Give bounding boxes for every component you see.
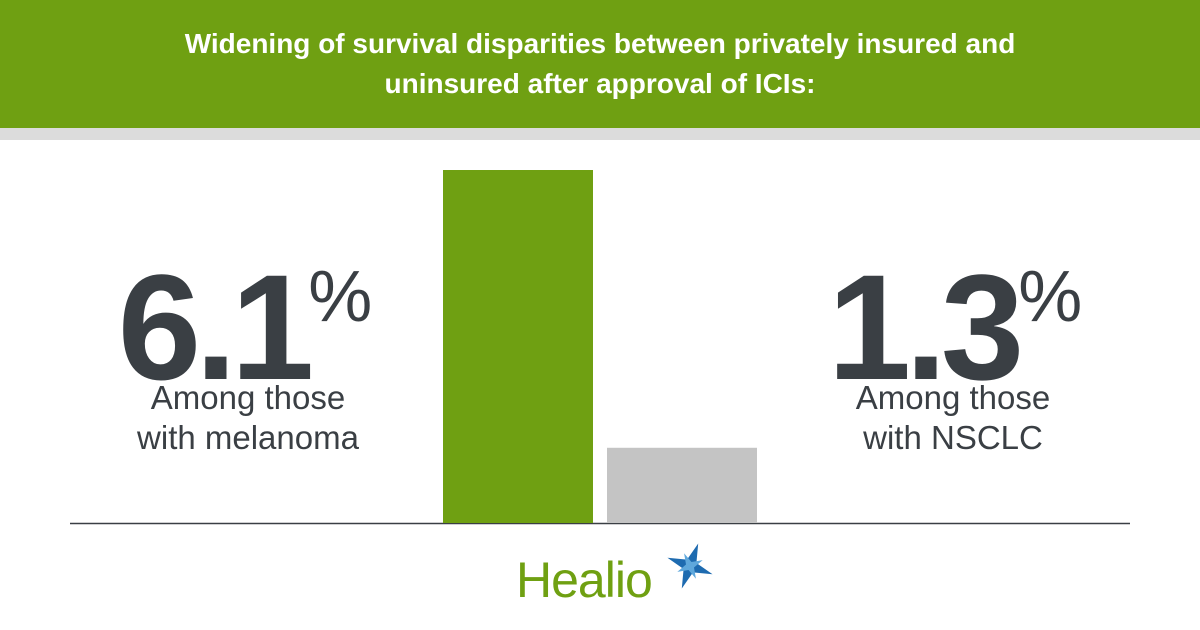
header-strip [0,128,1200,140]
value-unit: % [1018,257,1083,337]
value-number: 1.3 [827,243,1025,411]
bar [607,447,757,523]
chart-title: Widening of survival disparities between… [184,28,1016,99]
header-band [0,0,1200,128]
logo-star [667,543,713,589]
bar [443,170,593,523]
value-number: 6.1 [117,243,315,411]
logo-text: Healio [516,552,653,608]
value-label: 6.1% [65,222,425,402]
value-label: 1.3% [775,222,1135,402]
category-label: Among those with melanoma [137,379,359,456]
value-unit: % [308,257,373,337]
category-label: Among those with NSCLC [855,379,1051,456]
